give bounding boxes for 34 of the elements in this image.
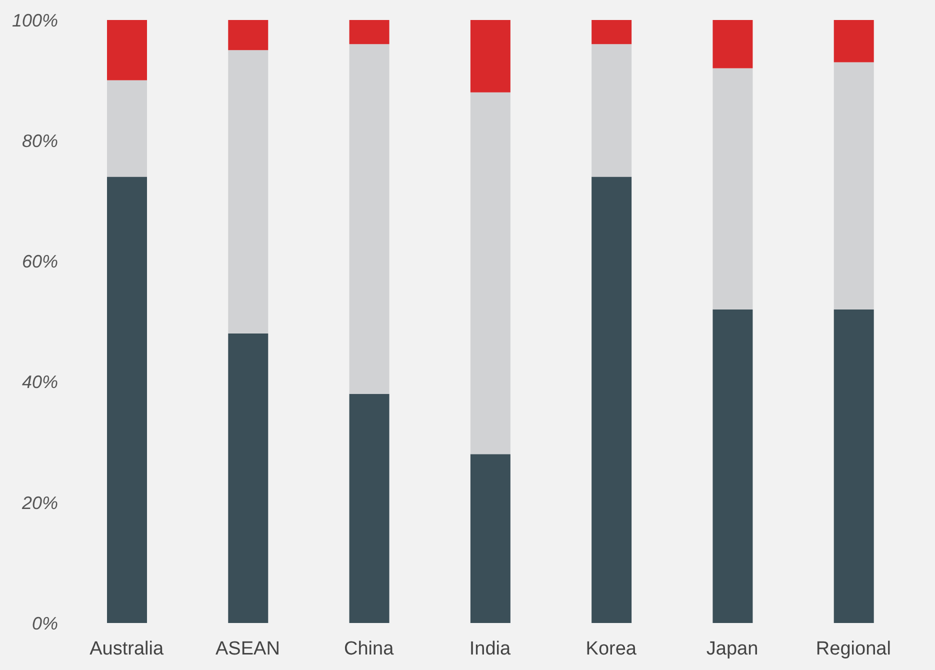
bar	[228, 20, 268, 50]
bar	[592, 20, 632, 44]
bar	[470, 454, 510, 623]
x-tick-label: Australia	[90, 638, 164, 660]
x-tick-label: India	[469, 638, 512, 660]
bar	[592, 44, 632, 177]
x-tick-label: China	[344, 638, 394, 660]
bar	[470, 20, 510, 92]
y-tick-label: 0%	[32, 613, 58, 634]
bar	[834, 62, 874, 310]
bar	[592, 176, 632, 623]
x-tick-label: Japan	[706, 638, 758, 660]
y-tick-label: 60%	[22, 252, 58, 272]
y-tick-label: 100%	[12, 10, 58, 30]
bar	[712, 309, 753, 623]
bar	[349, 20, 390, 44]
bar	[107, 80, 147, 177]
y-tick-label: 40%	[22, 372, 58, 392]
bar	[834, 309, 874, 623]
bar	[834, 20, 874, 62]
bar	[712, 68, 753, 310]
bar	[228, 334, 268, 623]
x-tick-label: Regional	[816, 638, 891, 660]
bar	[107, 176, 147, 623]
x-tick-label: ASEAN	[216, 638, 280, 660]
bar	[107, 20, 147, 80]
bar	[712, 20, 753, 68]
y-tick-label: 80%	[22, 130, 58, 151]
bar	[228, 50, 268, 334]
x-tick-label: Korea	[586, 638, 637, 660]
bar	[470, 92, 510, 454]
y-tick-label: 20%	[20, 492, 58, 513]
bar	[349, 44, 390, 394]
bar	[349, 394, 390, 623]
